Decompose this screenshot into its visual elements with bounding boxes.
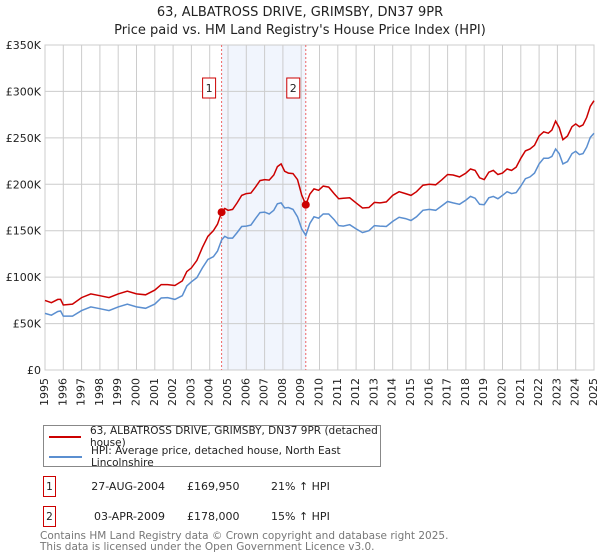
price: £169,950 bbox=[187, 480, 240, 493]
x-tick-label: 2020 bbox=[496, 378, 509, 406]
x-tick-label: 2025 bbox=[587, 378, 600, 406]
sale-marker-box bbox=[286, 77, 301, 99]
x-tick-label: 2021 bbox=[514, 378, 527, 406]
x-tick-label: 1999 bbox=[111, 378, 124, 406]
y-tick-label: £100K bbox=[6, 271, 42, 284]
x-tick-label: 2000 bbox=[130, 378, 143, 406]
title: 63, ALBATROSS DRIVE, GRIMSBY, DN37 9PR bbox=[156, 5, 444, 20]
sale-marker-label: 2 bbox=[290, 82, 297, 95]
y-tick-label: £300K bbox=[6, 85, 42, 98]
x-tick-label: 2007 bbox=[258, 378, 271, 406]
highlight-band bbox=[221, 45, 306, 370]
x-tick-label: 1996 bbox=[56, 378, 69, 406]
x-tick-label: 2022 bbox=[532, 378, 545, 406]
x-tick-label: 2024 bbox=[569, 378, 582, 406]
x-tick-label: 2004 bbox=[203, 378, 216, 406]
hpi-change: 21% ↑ HPI bbox=[271, 480, 330, 493]
x-tick-label: 2018 bbox=[459, 378, 472, 406]
y-tick-label: £250K bbox=[6, 132, 42, 145]
blue-line-swatch bbox=[49, 456, 82, 458]
x-tick-label: 2013 bbox=[367, 378, 380, 406]
y-tick-label: £0 bbox=[27, 364, 41, 377]
x-tick-label: 2015 bbox=[404, 378, 417, 406]
x-tick-label: 2002 bbox=[166, 378, 179, 406]
subtitle: Price paid vs. HM Land Registry's House … bbox=[114, 23, 486, 38]
hpi-change: 15% ↑ HPI bbox=[271, 510, 330, 523]
x-tick-label: 2010 bbox=[313, 378, 326, 406]
y-tick-label: £200K bbox=[6, 178, 42, 191]
x-tick-label: 2016 bbox=[422, 378, 435, 406]
sale-marker-box bbox=[202, 77, 217, 99]
date: 03-APR-2009 bbox=[93, 510, 165, 523]
property-price-line bbox=[44, 100, 595, 306]
price-chart: 1995 1996 1997 1998 1999 2000 2001 2002 2003 2004… bbox=[6, 39, 600, 406]
x-tick-label: 1998 bbox=[93, 378, 106, 406]
footer-line: This data is licensed under the Open Gov… bbox=[40, 541, 375, 553]
x-tick-label: 2012 bbox=[349, 378, 362, 406]
x-tick-label: 2017 bbox=[441, 378, 454, 406]
x-tick-label: 2006 bbox=[239, 378, 252, 406]
x-tick-label: 1995 bbox=[38, 378, 51, 406]
y-tick-label: £50K bbox=[13, 318, 42, 331]
x-tick-label: 1997 bbox=[75, 378, 88, 406]
chart-title: 63, ALBATROSS DRIVE, GRIMSBY, DN37 9PR P… bbox=[0, 4, 600, 40]
marker-badge: 1 bbox=[43, 476, 56, 497]
footer: Contains HM Land Registry data © Crown c… bbox=[40, 531, 448, 553]
legend-label: 63, ALBATROSS DRIVE, GRIMSBY, DN37 9PR (… bbox=[89, 425, 378, 449]
marker-badge: 2 bbox=[43, 506, 56, 527]
x-tick-label: 2014 bbox=[386, 378, 399, 406]
x-tick-label: 2008 bbox=[276, 378, 289, 406]
x-tick-label: 2009 bbox=[294, 378, 307, 406]
legend: 63, ALBATROSS DRIVE, GRIMSBY, DN37 9PR (… bbox=[43, 425, 381, 469]
x-tick-label: 2019 bbox=[477, 378, 490, 406]
legend-label: HPI: Average price, detached house, Nort… bbox=[90, 445, 341, 469]
x-tick-label: 2003 bbox=[184, 378, 197, 406]
sale-marker-label: 1 bbox=[206, 82, 213, 95]
transaction-row: 2 03-APR-2009 £178,000 15% ↑ HPI bbox=[43, 506, 330, 527]
x-tick-label: 2005 bbox=[221, 378, 234, 406]
transaction-row: 1 27-AUG-2004 £169,950 21% ↑ HPI bbox=[43, 476, 330, 497]
x-tick-label: 2023 bbox=[550, 378, 563, 406]
date: 27-AUG-2004 bbox=[91, 480, 165, 493]
footer-line: Contains HM Land Registry data © Crown c… bbox=[40, 530, 449, 542]
red-line-swatch bbox=[49, 436, 81, 438]
x-tick-label: 2011 bbox=[331, 378, 344, 406]
legend-item-hpi: HPI: Average price, detached house, Nort… bbox=[44, 445, 380, 469]
x-tick-label: 2001 bbox=[148, 378, 161, 406]
y-tick-label: £150K bbox=[6, 225, 42, 238]
y-tick-label: £350K bbox=[6, 39, 42, 52]
sale-point bbox=[301, 200, 310, 209]
legend-item-property: 63, ALBATROSS DRIVE, GRIMSBY, DN37 9PR (… bbox=[44, 425, 380, 449]
price: £178,000 bbox=[187, 510, 240, 523]
sale-point bbox=[217, 208, 226, 217]
hpi-line bbox=[44, 132, 595, 317]
